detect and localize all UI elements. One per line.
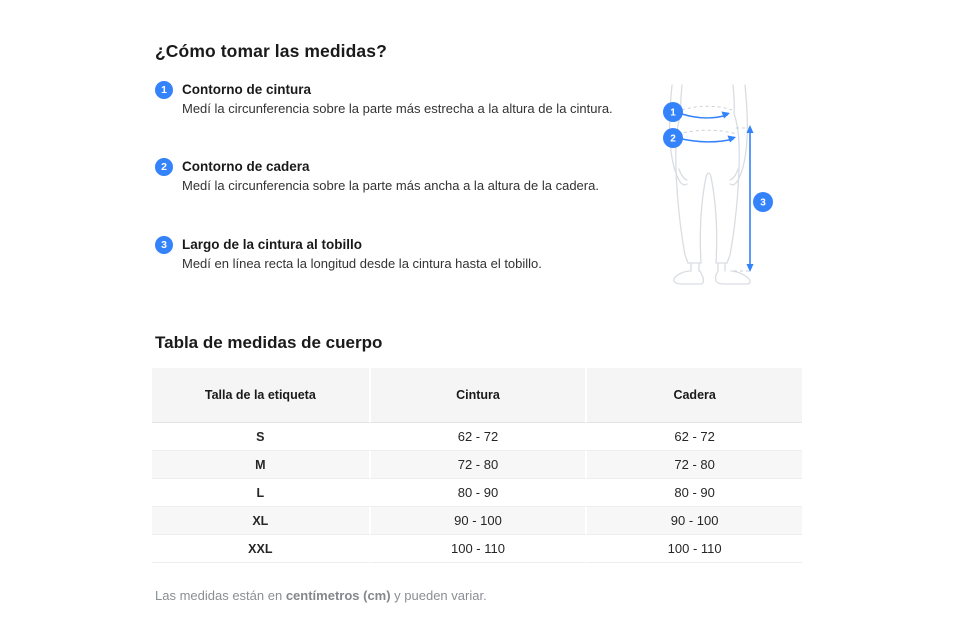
footnote-units: centímetros (cm) bbox=[285, 588, 391, 603]
step-number-badge: 1 bbox=[155, 81, 173, 99]
table-row: S 62 - 72 62 - 72 bbox=[152, 423, 802, 451]
measure-step-waist: 1 Contorno de cintura Medí la circunfere… bbox=[155, 80, 645, 119]
step-title: Largo de la cintura al tobillo bbox=[182, 237, 363, 252]
diagram-marker-2-circle bbox=[663, 128, 683, 148]
hip-cell: 80 - 90 bbox=[585, 479, 802, 507]
diagram-marker-1-circle bbox=[663, 102, 683, 122]
size-cell: L bbox=[152, 479, 369, 507]
hip-arrow bbox=[677, 137, 734, 143]
hip-cell: 72 - 80 bbox=[585, 451, 802, 479]
step-title: Contorno de cadera bbox=[182, 159, 310, 174]
waist-cell: 100 - 110 bbox=[368, 535, 586, 563]
waist-cell: 72 - 80 bbox=[368, 451, 586, 479]
measurement-arrows bbox=[677, 111, 754, 272]
waist-cell: 80 - 90 bbox=[368, 479, 586, 507]
hip-cell: 62 - 72 bbox=[585, 423, 802, 451]
size-cell: XXL bbox=[152, 535, 369, 563]
footnote-suffix: y pueden variar. bbox=[390, 588, 487, 603]
table-header-row: Talla de la etiqueta Cintura Cadera bbox=[152, 368, 802, 423]
waist-arrowhead bbox=[721, 111, 730, 119]
waist-arrow bbox=[681, 113, 728, 119]
diagram-markers: 1 2 3 bbox=[663, 102, 773, 212]
diagram-marker-2-label: 2 bbox=[670, 134, 676, 145]
column-header-hip: Cadera bbox=[585, 368, 802, 423]
length-arrowhead-top bbox=[746, 125, 754, 133]
body-measurement-diagram: 1 2 3 bbox=[652, 57, 812, 292]
body-measurements-table: Talla de la etiqueta Cintura Cadera S 62… bbox=[152, 368, 802, 563]
table-row: XL 90 - 100 90 - 100 bbox=[152, 507, 802, 535]
waist-cell: 62 - 72 bbox=[368, 423, 586, 451]
page-title: ¿Cómo tomar las medidas? bbox=[155, 40, 387, 61]
waist-cell: 90 - 100 bbox=[368, 507, 586, 535]
step-description: Medí en línea recta la longitud desde la… bbox=[182, 256, 542, 271]
diagram-marker-1-label: 1 bbox=[670, 108, 676, 119]
hip-cell: 90 - 100 bbox=[585, 507, 802, 535]
step-number-badge: 3 bbox=[155, 236, 173, 254]
length-arrowhead-bottom bbox=[746, 264, 754, 272]
table-section-title: Tabla de medidas de cuerpo bbox=[155, 333, 383, 353]
column-header-waist: Cintura bbox=[368, 368, 586, 423]
step-description: Medí la circunferencia sobre la parte má… bbox=[182, 101, 613, 116]
table-row: M 72 - 80 72 - 80 bbox=[152, 451, 802, 479]
size-cell: S bbox=[152, 423, 369, 451]
units-footnote: Las medidas están en centímetros (cm) y … bbox=[155, 588, 487, 603]
measure-step-length: 3 Largo de la cintura al tobillo Medí en… bbox=[155, 235, 645, 274]
reference-dashed-lines bbox=[677, 105, 752, 272]
hip-cell: 100 - 110 bbox=[585, 535, 802, 563]
measure-step-hip: 2 Contorno de cadera Medí la circunferen… bbox=[155, 157, 645, 196]
step-title: Contorno de cintura bbox=[182, 82, 311, 97]
step-description: Medí la circunferencia sobre la parte má… bbox=[182, 178, 599, 193]
diagram-marker-3-circle bbox=[753, 192, 773, 212]
table-row: XXL 100 - 110 100 - 110 bbox=[152, 535, 802, 563]
hip-arrowhead bbox=[727, 135, 736, 143]
step-number-badge: 2 bbox=[155, 158, 173, 176]
diagram-marker-3-label: 3 bbox=[760, 198, 766, 209]
size-cell: M bbox=[152, 451, 369, 479]
size-cell: XL bbox=[152, 507, 369, 535]
column-header-size: Talla de la etiqueta bbox=[152, 368, 369, 423]
table-row: L 80 - 90 80 - 90 bbox=[152, 479, 802, 507]
footnote-prefix: Las medidas están en bbox=[155, 588, 286, 603]
pants-figure-illustration: 1 2 3 bbox=[663, 84, 773, 285]
